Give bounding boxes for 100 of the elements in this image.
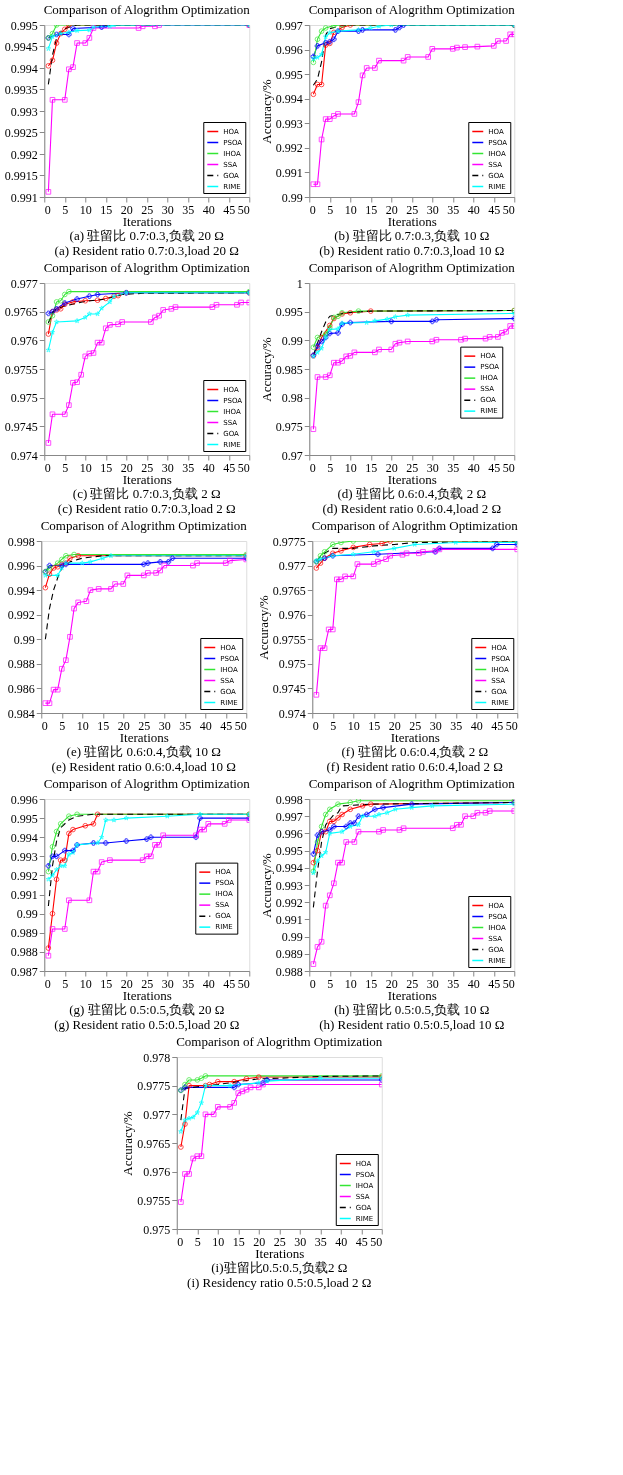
x-tick-label: 0 — [44, 202, 51, 217]
x-tick-label: 35 — [447, 460, 460, 475]
text: (i) Residency ratio 0.5:0.5,load 2 Ω — [187, 1275, 372, 1290]
x-tick-label: 15 — [232, 1234, 245, 1249]
y-tick-label: 0.9765 — [137, 1136, 171, 1151]
x-tick-label: 10 — [79, 460, 92, 475]
x-tick-label: 50 — [505, 718, 518, 733]
x-tick-label: 0 — [309, 202, 316, 217]
x-tick-label: 5 — [327, 976, 334, 991]
x-tick-label: 0 — [309, 460, 316, 475]
x-tick-label: 50 — [502, 202, 515, 217]
y-tick-label: 0.998 — [275, 792, 303, 807]
x-tick-label: 15 — [100, 202, 113, 217]
text: (b) Resident ratio 0.7:0.3,load 10 Ω — [319, 243, 505, 258]
y-tick-label: 0.9945 — [4, 40, 38, 54]
x-tick-label: 5 — [194, 1234, 201, 1249]
chart-title: Comparison of Alogrithm Optimization — [176, 1034, 383, 1049]
x-tick-label: 45 — [488, 202, 501, 217]
y-tick-label: 0.986 — [7, 681, 35, 696]
x-tick-label: 0 — [312, 718, 319, 733]
y-tick-label: 0.984 — [7, 706, 35, 721]
text: (e) 驻留比 0.6:0.4,负载 10 Ω — [66, 744, 221, 759]
y-tick-label: 0.9755 — [4, 362, 38, 377]
x-tick-label: 45 — [223, 460, 236, 475]
y-tick-label: 0.988 — [275, 964, 303, 979]
chart-title: Comparison of Alogrithm Optimization — [43, 776, 251, 791]
x-tick-label: 50 — [370, 1234, 383, 1249]
x-tick-label: 45 — [223, 202, 236, 217]
y-tick-label: 0.992 — [7, 608, 35, 623]
y-tick-label: 0.992 — [275, 895, 303, 910]
x-tick-label: 10 — [344, 976, 357, 991]
text: (a) 驻留比 0.7:0.3,负载 20 Ω — [69, 228, 224, 243]
x-tick-label: 40 — [467, 460, 480, 475]
x-tick-label: 10 — [79, 976, 92, 991]
x-tick-label: 15 — [97, 718, 110, 733]
x-tick-label: 50 — [237, 460, 250, 475]
y-tick-label: 0.995 — [275, 844, 303, 859]
y-tick-label: 0.992 — [10, 147, 38, 162]
chart-title: Comparison of Alogrithm Optimization — [43, 2, 251, 17]
y-tick-label: 0.9925 — [4, 126, 38, 140]
y-tick-label: 0.993 — [275, 878, 303, 893]
y-tick-label: 0.993 — [10, 104, 38, 119]
x-tick-label: 10 — [76, 718, 89, 733]
text: (c) Resident ratio 0.7:0.3,load 2 Ω — [57, 501, 236, 516]
y-tick-label: 0.9755 — [272, 632, 306, 647]
x-tick-label: 5 — [327, 202, 334, 217]
y-axis-title: Accuracy/% — [120, 1111, 136, 1176]
chart-title: Comparison of Alogrithm Optimization — [43, 260, 251, 275]
x-tick-label: 0 — [309, 976, 316, 991]
x-tick-label: 10 — [344, 460, 357, 475]
x-tick-label: 5 — [59, 718, 66, 733]
chart-title: Comparison of Alogrithm Optimization — [40, 518, 248, 533]
y-tick-label: 0.977 — [143, 1107, 171, 1122]
y-tick-label: 0.992 — [275, 141, 303, 156]
text: (d) 驻留比 0.6:0.4,负载 2 Ω — [337, 486, 487, 501]
text: (f) 驻留比 0.6:0.4,负载 2 Ω — [341, 744, 489, 759]
y-tick-label: 0.974 — [278, 706, 306, 721]
y-tick-label: 0.989 — [10, 926, 38, 941]
y-tick-label: 0.987 — [10, 964, 38, 979]
y-tick-label: 1 — [296, 276, 303, 291]
y-axis-title: Accuracy/% — [258, 79, 274, 144]
y-tick-label: 0.994 — [10, 61, 38, 76]
y-tick-label: 0.97 — [281, 448, 303, 463]
x-tick-label: 35 — [182, 976, 195, 991]
x-tick-label: 15 — [100, 460, 113, 475]
y-tick-label: 0.9765 — [272, 583, 306, 598]
y-tick-label: 0.976 — [278, 608, 306, 623]
y-tick-label: 0.995 — [275, 67, 303, 82]
y-tick-label: 0.988 — [7, 657, 35, 672]
y-tick-label: 0.975 — [275, 419, 303, 434]
chart-title: Comparison of Alogrithm Optimization — [308, 260, 516, 275]
x-tick-label: 15 — [100, 976, 113, 991]
y-tick-label: 0.978 — [143, 1050, 171, 1065]
y-tick-label: 0.995 — [10, 18, 38, 33]
chart-title: Comparison of Alogrithm Optimization — [311, 518, 519, 533]
x-tick-label: 45 — [220, 718, 233, 733]
y-tick-label: 0.996 — [275, 826, 303, 841]
y-tick-label: 0.977 — [278, 559, 306, 574]
y-tick-label: 0.991 — [10, 190, 38, 205]
y-axis-title: Accuracy/% — [255, 595, 271, 660]
text: (g) Resident ratio 0.5:0.5,load 20 Ω — [54, 1017, 240, 1032]
x-tick-label: 40 — [202, 202, 215, 217]
x-tick-label: 45 — [491, 718, 504, 733]
x-tick-label: 15 — [365, 460, 378, 475]
y-tick-label: 0.991 — [275, 912, 303, 927]
x-tick-label: 40 — [467, 976, 480, 991]
x-tick-label: 15 — [365, 202, 378, 217]
y-tick-label: 0.99 — [281, 190, 303, 205]
y-tick-label: 0.995 — [275, 305, 303, 320]
y-tick-label: 0.998 — [7, 534, 35, 549]
text: (d) Resident ratio 0.6:0.4,load 2 Ω — [322, 501, 502, 516]
y-tick-label: 0.994 — [7, 583, 35, 598]
x-tick-label: 50 — [237, 202, 250, 217]
text: (c) 驻留比 0.7:0.3,负载 2 Ω — [72, 486, 221, 501]
x-tick-label: 50 — [502, 976, 515, 991]
y-tick-label: 0.9755 — [137, 1193, 171, 1208]
x-tick-label: 45 — [488, 976, 501, 991]
x-tick-label: 40 — [470, 718, 483, 733]
y-tick-label: 0.994 — [275, 92, 303, 107]
x-tick-label: 45 — [488, 460, 501, 475]
